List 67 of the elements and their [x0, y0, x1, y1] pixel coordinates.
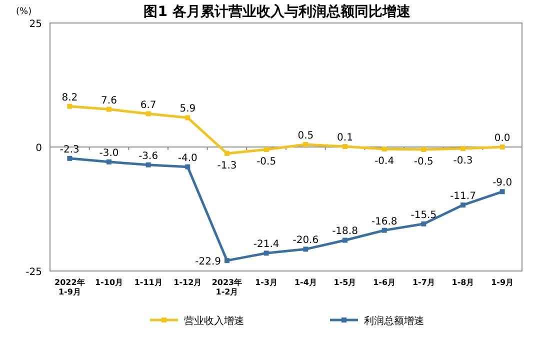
data-label: -11.7 [450, 191, 476, 202]
x-tick-label: 1-8月 [452, 278, 474, 287]
data-label: -2.3 [60, 144, 80, 156]
point [500, 189, 505, 194]
point [460, 146, 466, 151]
x-tick-label: 1-6月 [373, 278, 396, 287]
data-label: -0.4 [374, 156, 394, 167]
point [224, 258, 230, 264]
data-label: -0.3 [453, 155, 473, 166]
point [264, 250, 269, 256]
x-tick-label: 1-5月 [334, 278, 356, 287]
point [264, 146, 269, 152]
x-tick-label: 1-10月 [94, 278, 124, 287]
point [67, 156, 72, 161]
data-label: 5.9 [180, 104, 196, 115]
point [185, 164, 190, 170]
data-label: 8.2 [62, 92, 78, 104]
data-label: -0.5 [256, 156, 276, 168]
point [106, 106, 112, 112]
data-label: -16.8 [371, 216, 398, 228]
point [421, 221, 426, 226]
point [500, 144, 505, 150]
x-tick-label: 1-3月 [255, 278, 278, 287]
data-label: -15.5 [410, 210, 437, 221]
point [303, 246, 308, 252]
point [146, 162, 151, 168]
legend-label: 利润总额增速 [364, 315, 424, 327]
data-label: -4.0 [178, 152, 198, 164]
data-label: 7.6 [101, 95, 117, 106]
data-label: -3.6 [138, 150, 158, 162]
point [460, 202, 466, 208]
point [421, 146, 426, 152]
y-tick-label: 25 [29, 19, 42, 30]
data-label: 0.0 [494, 133, 510, 144]
y-tick-label: -25 [26, 267, 42, 278]
y-tick-label: 0 [36, 143, 42, 154]
x-tick-label: 1-12月 [174, 278, 202, 287]
x-tick-label: 1-11月 [134, 278, 162, 287]
point [342, 238, 348, 243]
point [382, 228, 387, 233]
point [382, 146, 387, 152]
data-label: -22.9 [195, 256, 221, 268]
point [224, 150, 230, 156]
data-label: -9.0 [492, 178, 512, 189]
data-label: -18.8 [332, 226, 358, 238]
point [303, 142, 308, 148]
point [342, 144, 348, 150]
chart-title: 图1 各月累计营业收入与利润总额同比增速 [144, 3, 412, 20]
point [106, 159, 112, 164]
point [146, 111, 151, 116]
x-tick-label: 1-4月 [294, 278, 317, 287]
data-label: 0.1 [337, 132, 353, 144]
data-label: -3.0 [99, 148, 119, 159]
data-label: -20.6 [292, 235, 319, 246]
x-tick-label: 1-7月 [412, 278, 435, 287]
data-label: 0.5 [298, 130, 314, 142]
point [185, 115, 190, 120]
data-label: -0.5 [414, 156, 434, 168]
data-label: -21.4 [253, 239, 280, 250]
x-tick-label: 2023年 1-2月 [212, 278, 242, 297]
data-label: -1.3 [217, 160, 237, 172]
y-axis-title: (%) [16, 7, 32, 17]
data-label: 6.7 [140, 100, 156, 111]
x-tick-label: 1-9月 [491, 278, 514, 287]
x-tick-label: 2022年 1-9月 [54, 278, 85, 297]
point [67, 104, 72, 109]
legend-label: 营业收入增速 [184, 315, 244, 327]
